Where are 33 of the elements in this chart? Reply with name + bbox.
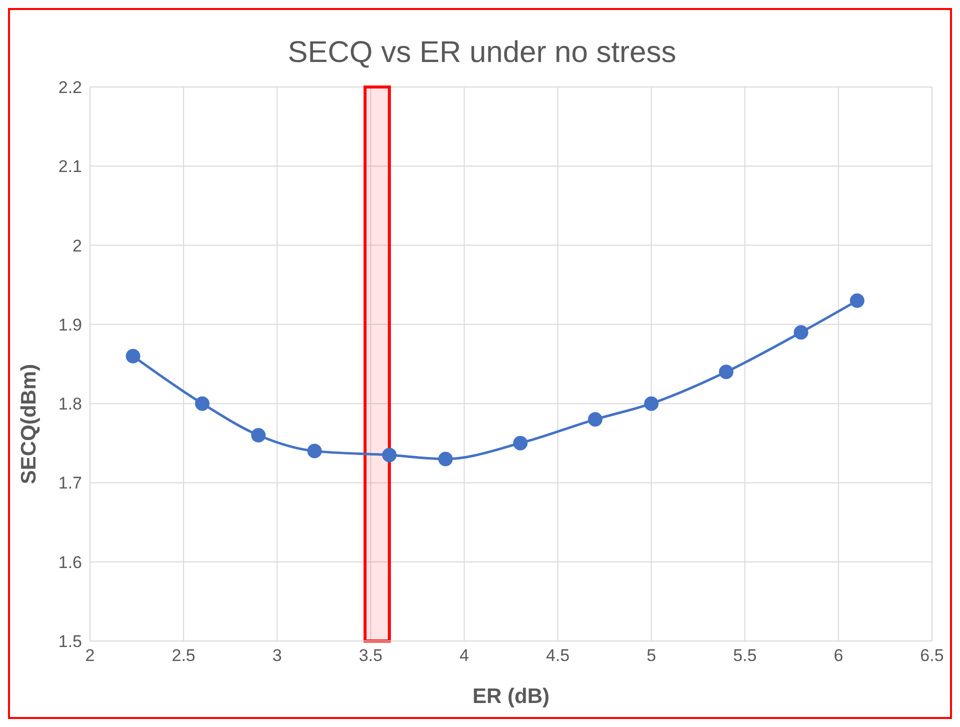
x-tick-label: 3.5: [358, 646, 382, 666]
x-tick-label: 4.5: [546, 646, 570, 666]
y-tick-label: 1.8: [58, 394, 82, 414]
y-tick-label: 2.2: [58, 78, 82, 98]
y-tick-label: 1.5: [58, 632, 82, 652]
y-tick-label: 2.1: [58, 157, 82, 176]
y-axis-title: SECQ(dBm): [17, 364, 40, 484]
x-tick-label: 6.5: [920, 646, 944, 666]
point: [513, 436, 528, 450]
point: [438, 452, 453, 466]
point: [794, 325, 808, 340]
x-tick-label: 5.5: [733, 646, 757, 666]
point: [382, 448, 397, 462]
point: [251, 428, 266, 442]
x-tick-label: 3: [272, 646, 282, 666]
x-tick-label: 4: [459, 646, 469, 666]
x-tick-label: 6: [834, 646, 844, 666]
point: [718, 364, 734, 380]
y-tick-label: 1.7: [58, 474, 82, 493]
point: [588, 412, 602, 427]
point: [644, 396, 659, 411]
x-tick-label: 5: [646, 646, 656, 666]
y-tick-label: 1.9: [58, 315, 82, 334]
x-axis-title: ER (dB): [472, 685, 550, 708]
point: [126, 348, 140, 364]
point: [307, 444, 322, 458]
point: [195, 396, 210, 411]
y-tick-label: 2: [72, 236, 82, 256]
point: [850, 293, 864, 308]
chart-title: SECQ vs ER under no stress: [286, 36, 678, 70]
y-tick-label: 1.6: [58, 552, 82, 572]
x-tick-label: 2.5: [172, 646, 196, 666]
x-tick-label: 2: [85, 646, 95, 666]
